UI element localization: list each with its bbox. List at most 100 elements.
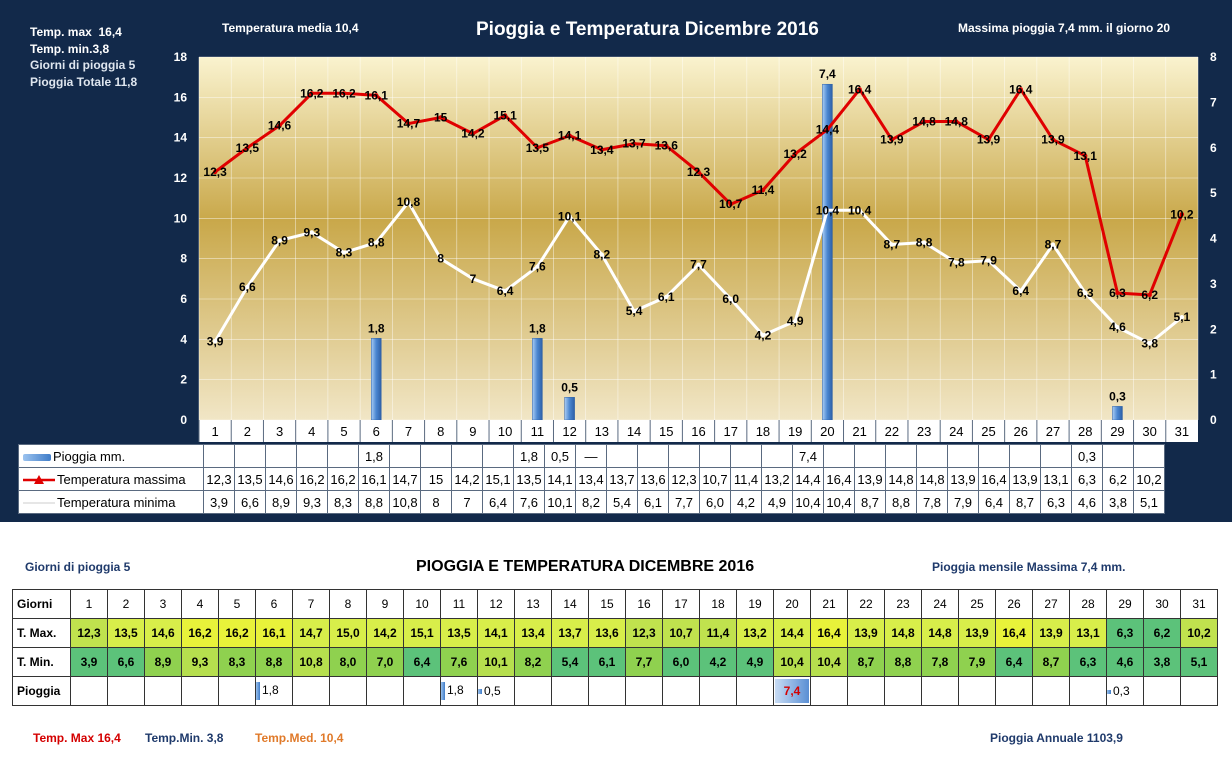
tmax-label: 16,4 <box>1009 82 1033 96</box>
tmax-cell: 15,1 <box>403 618 441 648</box>
row-label-rain: Pioggia <box>12 676 71 706</box>
days-cell: 15 <box>588 589 626 619</box>
tmin-label: 7,6 <box>529 260 546 274</box>
data-cell: 13,9 <box>1009 467 1041 491</box>
data-cell: 4,6 <box>1071 490 1103 514</box>
data-cell: 13,5 <box>234 467 266 491</box>
data-cell: 6,2 <box>1102 467 1134 491</box>
tmin-point <box>631 308 637 314</box>
data-cell <box>854 444 886 468</box>
tmax-cell: 15,0 <box>329 618 367 648</box>
tmin-point <box>277 238 282 243</box>
days-cell: 17 <box>662 589 700 619</box>
temp-media-label: Temperatura media 10,4 <box>222 21 359 35</box>
tmin-label: 4,2 <box>755 328 772 342</box>
tmin-cell: 10,8 <box>292 647 330 677</box>
tmin-cell: 4,2 <box>699 647 737 677</box>
data-cell: 1,8 <box>513 444 545 468</box>
rain-mini-bar <box>1107 689 1111 694</box>
pioggia-cell <box>218 676 256 706</box>
data-cell: 6,0 <box>699 490 731 514</box>
x-tick-label: 1 <box>211 424 218 439</box>
data-cell: 15 <box>420 467 452 491</box>
x-tick-label: 13 <box>595 424 609 439</box>
y-left-tick-label: 4 <box>180 332 187 346</box>
tmin-cell: 3,8 <box>1143 647 1181 677</box>
tmin-point <box>857 208 862 213</box>
tmax-point <box>245 145 250 150</box>
tmax-label: 16,4 <box>848 82 872 96</box>
data-cell <box>265 444 297 468</box>
rain-value: 1,8 <box>262 683 279 698</box>
data-cell: 13,2 <box>761 467 793 491</box>
days-cell: 23 <box>884 589 922 619</box>
x-tick-label: 14 <box>627 424 641 439</box>
footer-temp-med: Temp.Med. 10,4 <box>255 731 344 745</box>
data-cell <box>947 444 979 468</box>
tmin-point <box>374 240 379 245</box>
data-cell <box>1133 444 1165 468</box>
tmin-point <box>341 250 347 255</box>
tmax-point <box>438 115 443 120</box>
tmax-label: 13,9 <box>880 133 904 147</box>
pioggia-cell <box>181 676 219 706</box>
tmax-cell: 16,2 <box>181 618 219 648</box>
tmin-label: 5,4 <box>626 304 643 318</box>
days-cell: 22 <box>847 589 885 619</box>
tmin-point <box>212 339 218 344</box>
tmin-label: 8,2 <box>593 248 610 262</box>
tmin-point <box>921 240 927 245</box>
pioggia-cell <box>70 676 108 706</box>
data-cell: 6,4 <box>978 490 1010 514</box>
tmax-label: 14,8 <box>912 115 936 129</box>
row-label-days: Giorni <box>12 589 71 619</box>
tmax-point <box>1083 153 1088 159</box>
tmin-cell: 5,1 <box>1180 647 1218 677</box>
tmax-cell: 13,7 <box>551 618 589 648</box>
tmax-cell: 13,4 <box>514 618 552 648</box>
tmin-label: 3,8 <box>1141 336 1158 350</box>
tmax-cell: 12,3 <box>70 618 108 648</box>
pioggia-cell <box>144 676 182 706</box>
rain-mini-bar <box>256 682 260 700</box>
pioggia-cell <box>366 676 404 706</box>
x-tick-label: 27 <box>1046 424 1060 439</box>
tmin-label: 7,7 <box>690 258 707 272</box>
tmin-label: 5,1 <box>1174 310 1191 324</box>
pioggia-cell <box>551 676 589 706</box>
tmax-label: 15,1 <box>493 108 517 122</box>
tmax-point <box>986 137 991 142</box>
tmax-label: 11,4 <box>752 183 775 197</box>
row-label-tmin: T. Min. <box>12 647 71 677</box>
tmin-point <box>889 242 895 247</box>
x-tick-label: 18 <box>756 424 770 439</box>
data-cell: 13,9 <box>854 467 886 491</box>
tmax-point <box>1179 212 1185 217</box>
footer-temp-min: Temp.Min. 3,8 <box>145 731 224 745</box>
tmax-label: 16,2 <box>332 86 356 100</box>
data-cell: 14,4 <box>792 467 824 491</box>
tmax-cell: 16,4 <box>995 618 1033 648</box>
tmin-cell: 8,2 <box>514 647 552 677</box>
tmax-cell: 14,1 <box>477 618 515 648</box>
tmin-cell: 10,4 <box>810 647 848 677</box>
y-left-tick-label: 8 <box>180 252 187 266</box>
tmax-point <box>1115 290 1120 296</box>
tmax-label: 13,4 <box>590 143 614 157</box>
tmax-label: 13,7 <box>622 137 646 151</box>
data-cell: 16,2 <box>327 467 359 491</box>
days-cell: 31 <box>1180 589 1218 619</box>
rain-bar-label: 0,5 <box>561 380 578 394</box>
x-tick-label: 6 <box>373 424 380 439</box>
x-tick-label: 12 <box>562 424 576 439</box>
data-cell <box>203 444 235 468</box>
tmax-cell: 14,4 <box>773 618 811 648</box>
x-tick-label: 8 <box>437 424 444 439</box>
data-cell: 7 <box>451 490 483 514</box>
data-cell: 1,8 <box>358 444 390 468</box>
data-cell: 3,9 <box>203 490 235 514</box>
tmin-point <box>567 214 572 219</box>
tmax-point <box>696 169 701 175</box>
days-cell: 12 <box>477 589 515 619</box>
tmin-point <box>309 230 314 235</box>
